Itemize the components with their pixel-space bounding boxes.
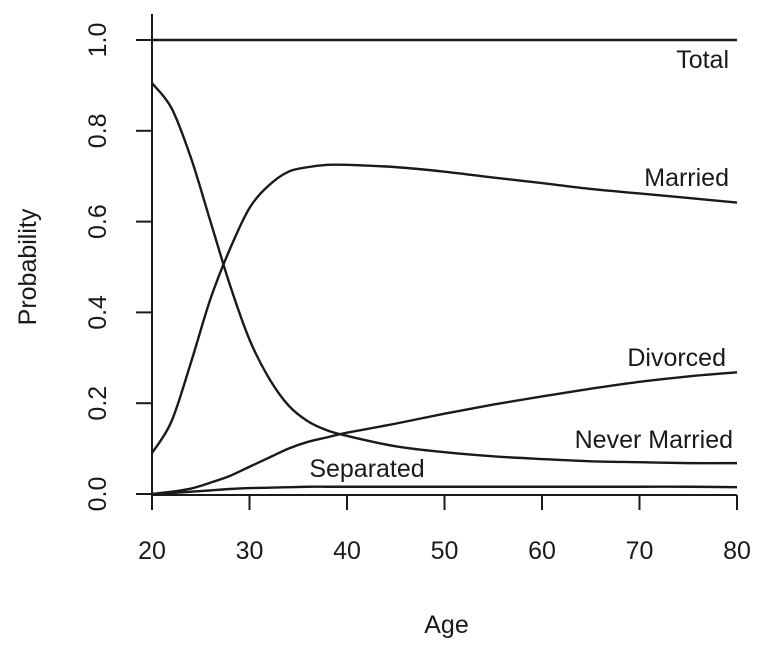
- series-label-never-married: Never Married: [575, 426, 733, 454]
- series-line-married: [150, 163, 738, 454]
- series-group: [150, 38, 738, 496]
- y-tick-label: 0.8: [84, 113, 112, 148]
- series-labels: Total Married Divorced Never Married Separat…: [309, 46, 733, 483]
- y-axis-title: Probability: [14, 208, 42, 325]
- x-tick-label: 70: [626, 537, 654, 565]
- y-tick-label: 0.0: [84, 477, 112, 512]
- x-tick-label: 60: [528, 537, 556, 565]
- y-tick-label: 0.4: [84, 295, 112, 330]
- y-tick-label: 1.0: [84, 23, 112, 58]
- series-label-total: Total: [676, 46, 729, 74]
- series-line-divorced: [151, 371, 738, 496]
- y-tick-label: 0.6: [84, 204, 112, 239]
- x-axis-ticks: 20 30 40 50 60 70 80: [138, 495, 751, 565]
- x-tick-label: 20: [138, 537, 166, 565]
- series-label-separated: Separated: [309, 455, 424, 483]
- x-tick-label: 40: [333, 537, 361, 565]
- series-line-separated: [151, 485, 738, 496]
- series-label-divorced: Divorced: [627, 344, 726, 372]
- x-tick-label: 50: [431, 537, 459, 565]
- x-tick-label: 30: [236, 537, 264, 565]
- x-axis-title: Age: [424, 611, 468, 639]
- series-line-never-married: [151, 82, 738, 465]
- y-axis-ticks: 0.0 0.2 0.4 0.6 0.8 1.0: [84, 23, 152, 512]
- x-tick-label: 80: [723, 537, 751, 565]
- y-tick-label: 0.2: [84, 386, 112, 421]
- series-label-married: Married: [644, 164, 729, 192]
